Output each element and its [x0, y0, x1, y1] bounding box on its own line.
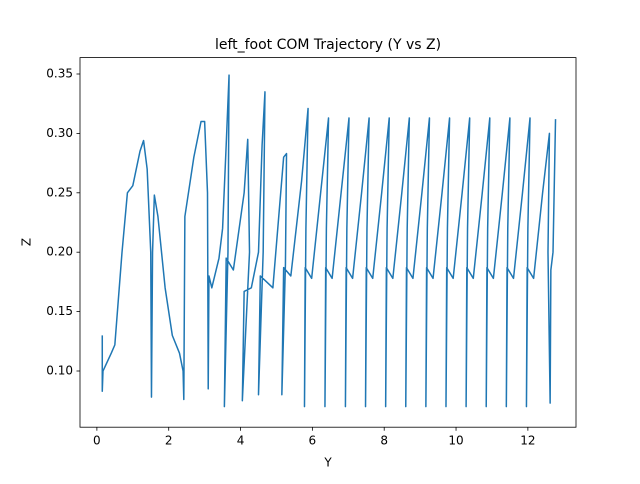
x-tick-label: 4: [237, 434, 245, 448]
x-tick-label: 12: [520, 434, 535, 448]
y-tick-label: 0.35: [46, 66, 73, 80]
x-tick-label: 6: [309, 434, 317, 448]
y-tick-label: 0.25: [46, 185, 73, 199]
y-axis-label: Z: [20, 238, 34, 246]
x-tick-label: 10: [448, 434, 463, 448]
y-tick-label: 0.10: [46, 364, 73, 378]
data-line: [101, 74, 557, 408]
plot-frame: [79, 57, 577, 428]
chart-title: left_foot COM Trajectory (Y vs Z): [215, 37, 441, 53]
x-axis-label: Y: [323, 456, 332, 470]
y-tick-label: 0.15: [46, 304, 73, 318]
x-tick-label: 8: [380, 434, 388, 448]
y-tick-label: 0.30: [46, 126, 73, 140]
y-tick-label: 0.20: [46, 245, 73, 259]
x-tick-label: 2: [165, 434, 173, 448]
x-tick-label: 0: [93, 434, 101, 448]
